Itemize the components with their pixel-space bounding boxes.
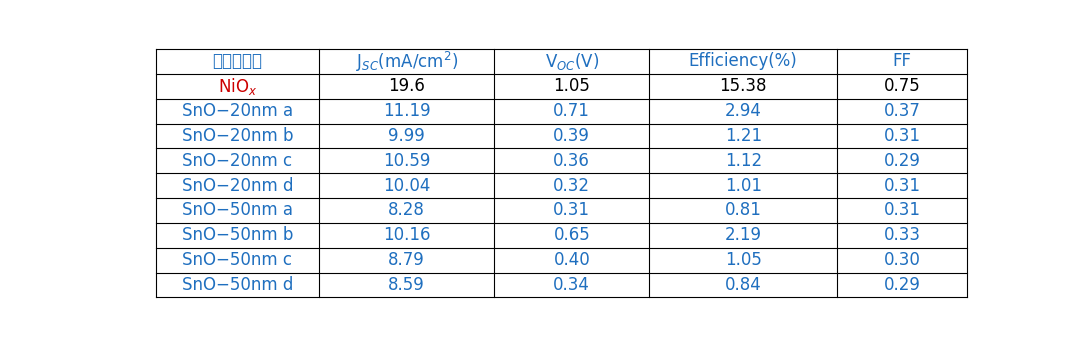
Text: 0.29: 0.29 [884,152,920,170]
Text: FF: FF [892,52,912,71]
Text: SnO−20nm b: SnO−20nm b [181,127,293,145]
Text: 0.71: 0.71 [554,102,590,120]
Text: 0.75: 0.75 [884,77,920,95]
Text: NiO$_x$: NiO$_x$ [218,76,257,97]
Text: 10.59: 10.59 [383,152,431,170]
Text: 1.05: 1.05 [725,251,762,269]
Text: 0.29: 0.29 [884,276,920,294]
Text: 8.79: 8.79 [388,251,425,269]
Text: SnO−20nm a: SnO−20nm a [181,102,292,120]
Text: 0.39: 0.39 [554,127,590,145]
Text: 0.31: 0.31 [884,127,920,145]
Text: 10.04: 10.04 [383,177,431,194]
Text: 0.40: 0.40 [554,251,590,269]
Text: 0.84: 0.84 [725,276,762,294]
Text: 2.19: 2.19 [725,226,762,244]
Text: 8.28: 8.28 [388,201,425,220]
Text: 1.01: 1.01 [725,177,762,194]
Text: SnO−50nm a: SnO−50nm a [182,201,292,220]
Text: 0.31: 0.31 [554,201,590,220]
Text: 2.94: 2.94 [725,102,762,120]
Text: Efficiency(%): Efficiency(%) [688,52,797,71]
Text: 0.34: 0.34 [554,276,590,294]
Text: V$_{OC}$(V): V$_{OC}$(V) [545,51,599,72]
Text: J$_{SC}$(mA/cm$^2$): J$_{SC}$(mA/cm$^2$) [356,49,457,73]
Text: 1.12: 1.12 [725,152,762,170]
Text: SnO−20nm d: SnO−20nm d [181,177,293,194]
Text: 0.37: 0.37 [884,102,920,120]
Text: 10.16: 10.16 [383,226,431,244]
Text: 8.59: 8.59 [388,276,425,294]
Text: 1.21: 1.21 [725,127,762,145]
Text: SnO−50nm d: SnO−50nm d [181,276,293,294]
Text: 11.19: 11.19 [383,102,431,120]
Text: SnO−50nm b: SnO−50nm b [181,226,293,244]
Text: 9.99: 9.99 [388,127,425,145]
Text: 1.05: 1.05 [554,77,590,95]
Text: 0.36: 0.36 [554,152,590,170]
Text: SnO−50nm c: SnO−50nm c [182,251,292,269]
Text: 0.81: 0.81 [725,201,762,220]
Text: 0.30: 0.30 [884,251,920,269]
Text: 0.31: 0.31 [884,177,920,194]
Text: 0.31: 0.31 [884,201,920,220]
Text: 19.6: 19.6 [388,77,425,95]
Text: 정공수송층: 정공수송층 [213,52,262,71]
Text: 0.33: 0.33 [884,226,920,244]
Text: 0.65: 0.65 [554,226,590,244]
Text: 0.32: 0.32 [554,177,590,194]
Text: 15.38: 15.38 [720,77,767,95]
Text: SnO−20nm c: SnO−20nm c [182,152,292,170]
